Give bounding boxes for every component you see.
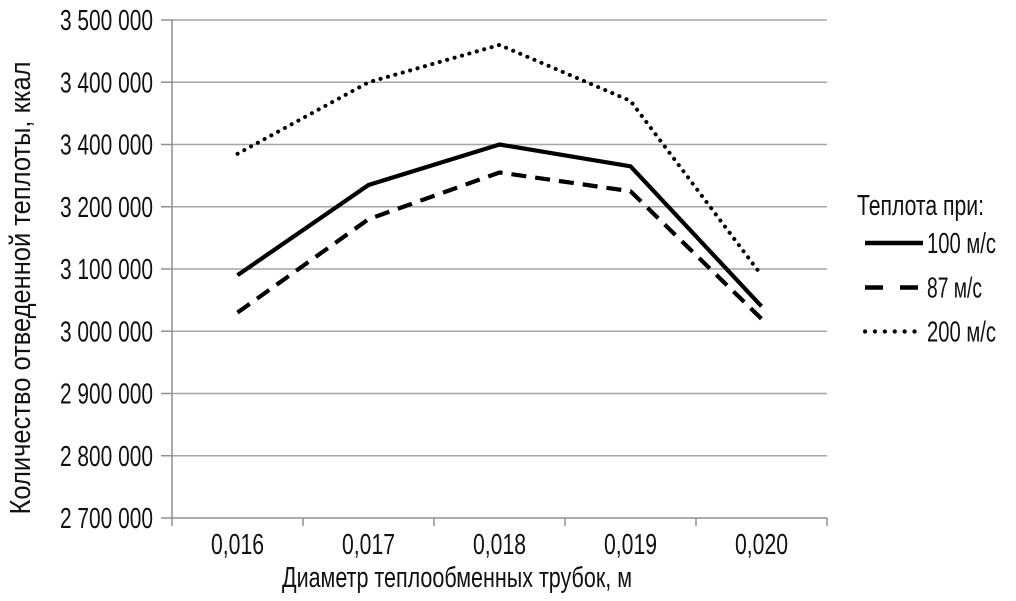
legend-title: Теплота при: xyxy=(857,190,984,222)
series-solid-line xyxy=(236,142,764,308)
y-tick-label: 3 400 000 xyxy=(60,130,153,162)
x-tick-label: 0,020 xyxy=(735,529,788,561)
y-tick-label: 2 700 000 xyxy=(60,503,153,535)
legend-label-solid: 100 м/с xyxy=(927,228,996,260)
legend-label-dotted: 200 м/с xyxy=(927,317,996,349)
series-dotted-line xyxy=(235,42,764,278)
x-tick-label: 0,019 xyxy=(604,529,657,561)
x-tick-label: 0,018 xyxy=(473,529,526,561)
y-tick-label: 3 400 000 xyxy=(60,67,153,99)
y-tick-label: 2 800 000 xyxy=(60,441,153,473)
y-tick-label: 3 000 000 xyxy=(60,316,153,348)
y-tick-label: 2 900 000 xyxy=(60,379,153,411)
x-tick-label: 0,016 xyxy=(211,529,264,561)
x-axis-title: Диаметр теплообменных трубок, м xyxy=(282,562,632,594)
y-tick-label: 3 500 000 xyxy=(60,5,153,37)
series-dashed-line xyxy=(236,170,763,321)
y-tick-label: 3 100 000 xyxy=(60,254,153,286)
y-axis-title: Количество отведенной теплоты, ккал xyxy=(5,62,37,515)
legend-label-dashed: 87 м/с xyxy=(927,273,982,305)
x-tick-label: 0,017 xyxy=(342,529,395,561)
y-tick-label: 3 200 000 xyxy=(60,192,153,224)
